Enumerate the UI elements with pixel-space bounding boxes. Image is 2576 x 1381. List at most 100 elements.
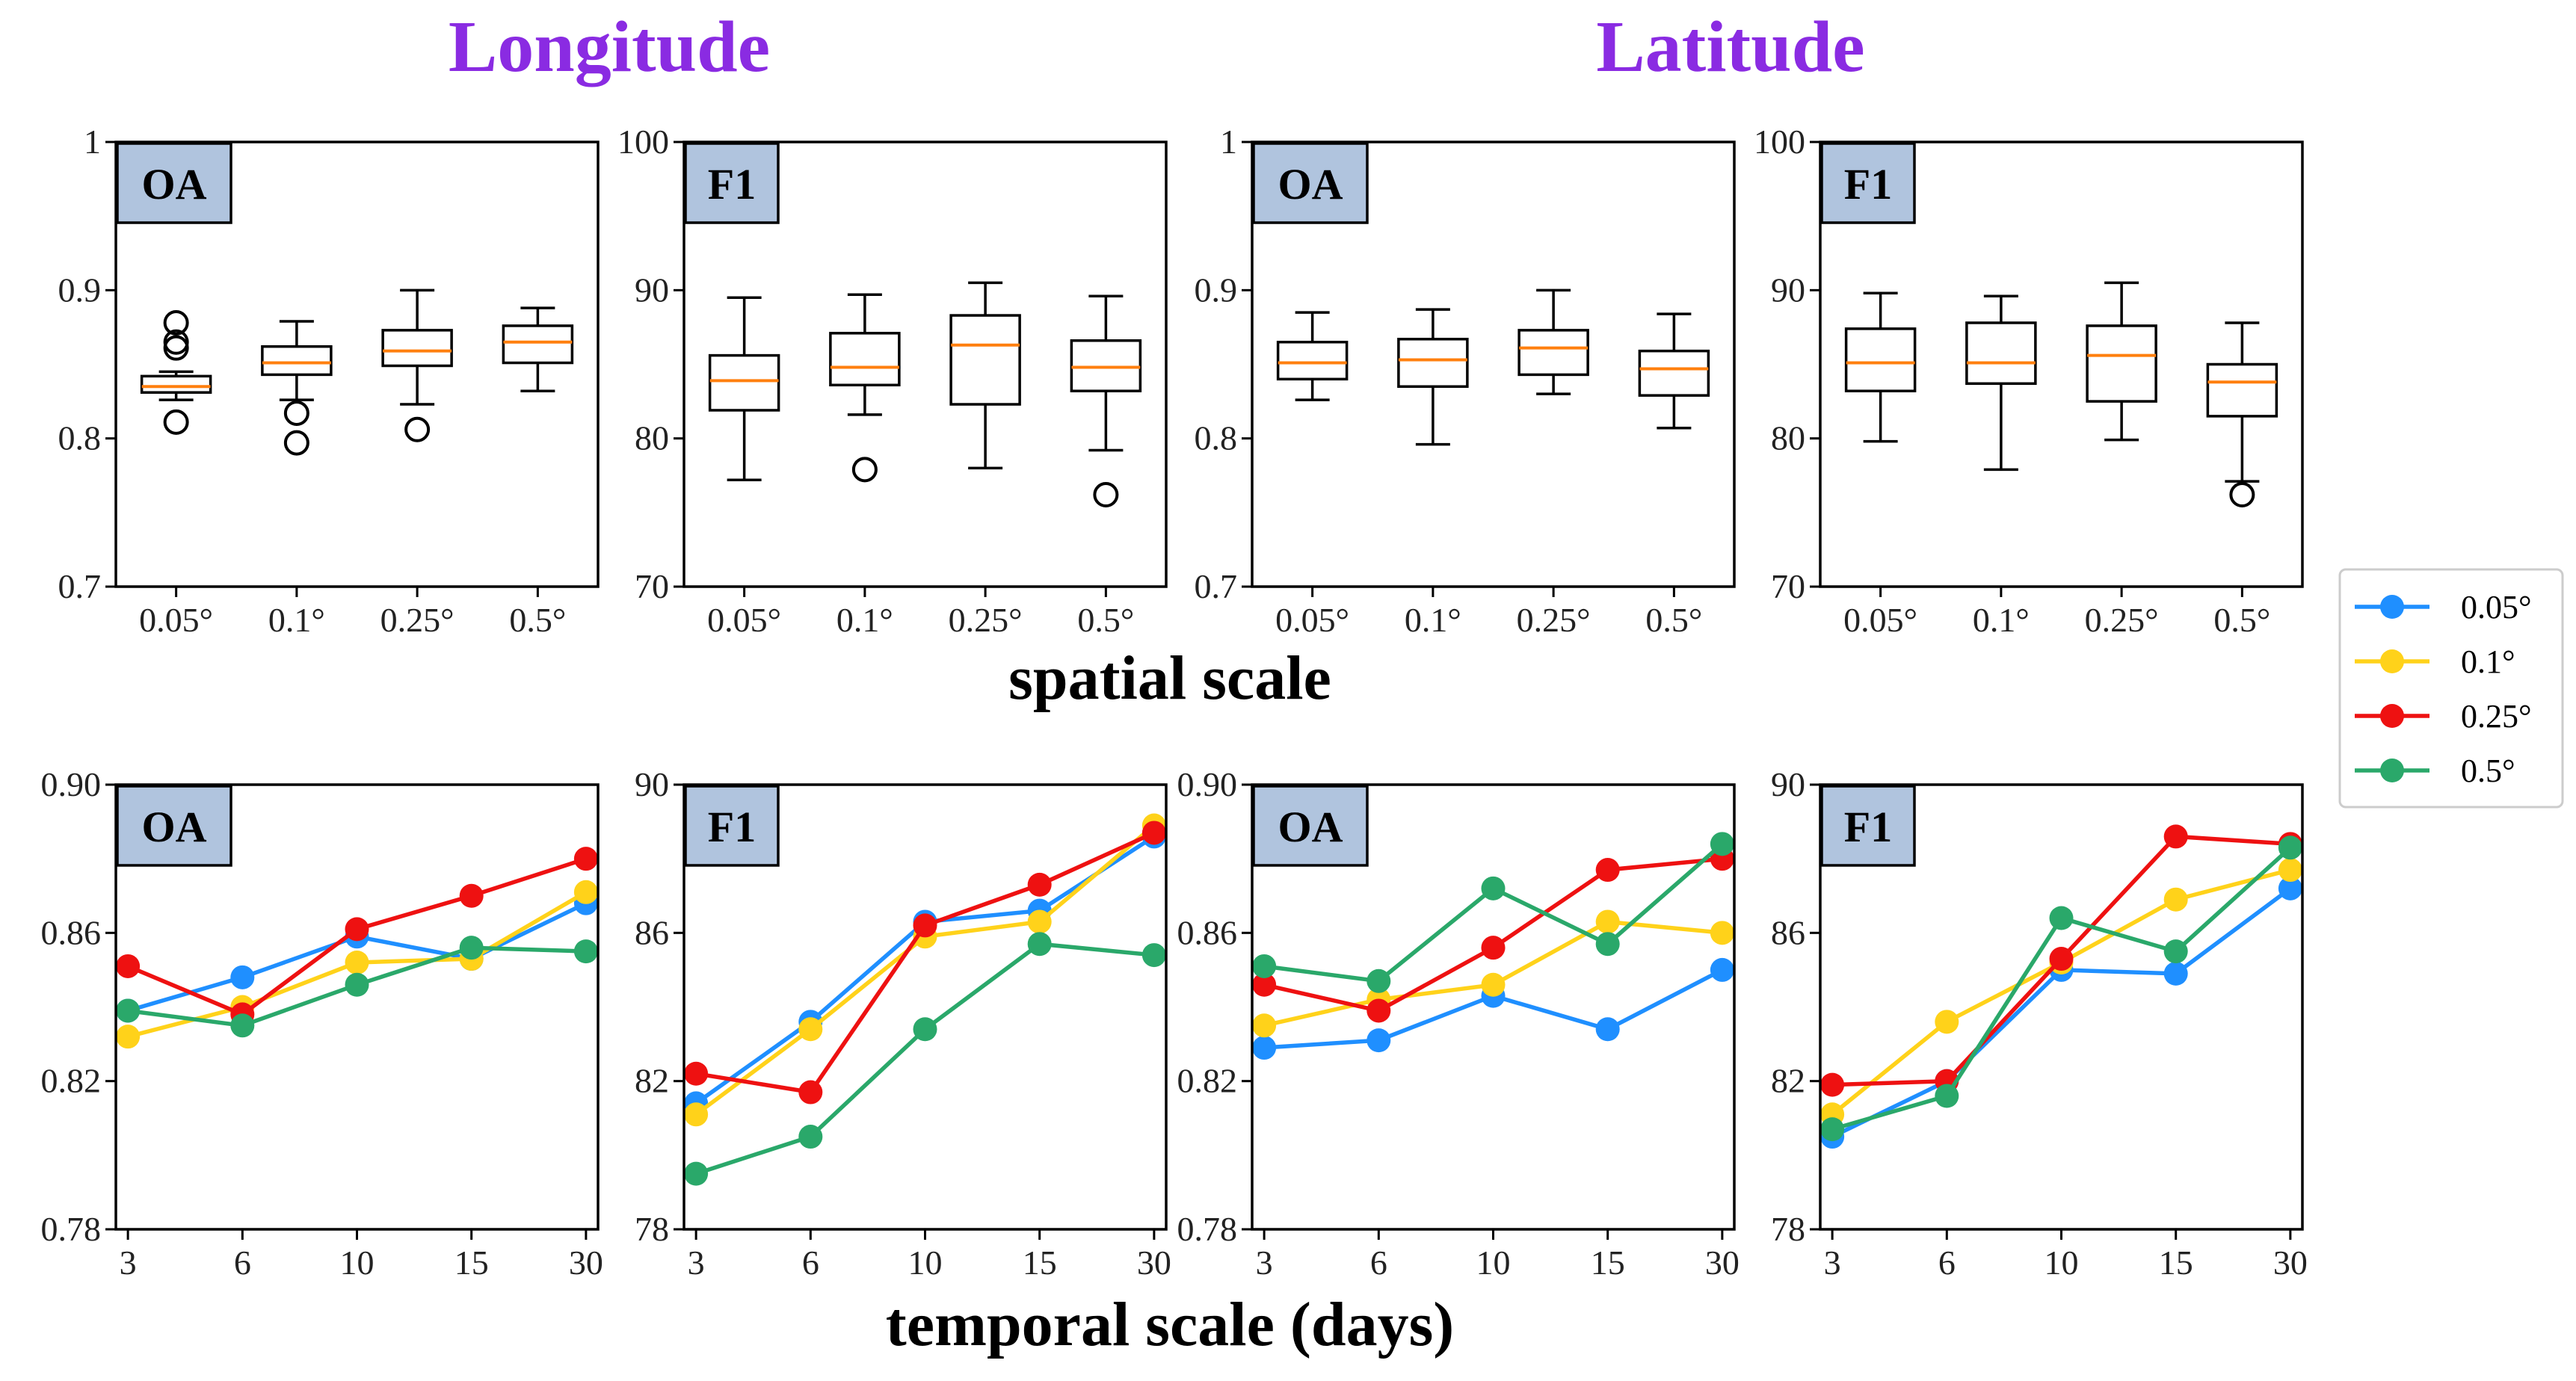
panel-label: F1 — [1820, 785, 1916, 867]
box-4 — [502, 306, 574, 392]
box-1 — [1276, 311, 1349, 401]
x-tick-label: 15 — [455, 1243, 489, 1282]
data-point — [798, 1125, 823, 1149]
x-tick-label: 6 — [1938, 1243, 1956, 1282]
data-point — [116, 998, 141, 1023]
panel-label: F1 — [684, 785, 780, 867]
data-point — [684, 1061, 709, 1086]
box-3 — [381, 288, 453, 442]
panel-label-box — [684, 785, 780, 867]
panel-longitude-oa-box: 0.7 0.8 0.9 1 0.05° 0.1° 0.25° 0.5° OA — [58, 123, 600, 639]
x-tick-label: 15 — [1591, 1243, 1625, 1282]
data-point — [1935, 1010, 1959, 1034]
data-point — [2163, 887, 2188, 912]
y-tick-label: 90 — [1771, 271, 1805, 309]
y-tick-label: 1 — [1220, 123, 1237, 161]
outlier-point — [2229, 482, 2255, 508]
data-point — [798, 1017, 823, 1042]
y-tick-label: 0.8 — [58, 419, 102, 457]
y-tick-label: 0.78 — [1177, 1210, 1238, 1248]
y-tick-label: 70 — [1771, 567, 1805, 605]
panel-label-box — [1252, 785, 1369, 867]
axes-frame — [1819, 783, 2304, 1231]
x-tick-label: 0.5° — [2213, 601, 2270, 639]
legend-label: 0.1° — [2461, 643, 2515, 680]
x-tick-label: 10 — [908, 1243, 943, 1282]
box-2 — [1397, 308, 1469, 446]
x-tick-label: 0.1° — [268, 601, 325, 639]
box-4 — [1070, 294, 1142, 508]
legend-marker — [2380, 595, 2404, 619]
legend-marker — [2380, 759, 2404, 782]
panel-longitude-f1-line: 78 82 86 90 3 6 10 15 30 F1 — [635, 765, 1171, 1282]
x-tick-label: 0.05° — [139, 601, 213, 639]
x-tick-label: 6 — [802, 1243, 819, 1282]
panel-label: OA — [116, 785, 232, 867]
box-body — [1844, 327, 1917, 392]
data-point — [116, 1025, 141, 1049]
x-tick-label: 0.05° — [1275, 601, 1349, 639]
box-body — [1397, 338, 1469, 388]
data-point — [1366, 998, 1391, 1023]
series-line — [694, 824, 1156, 1116]
data-point — [2049, 947, 2074, 971]
box-3 — [2086, 281, 2157, 442]
y-tick-label: 90 — [635, 271, 669, 309]
box-1 — [140, 309, 212, 435]
x-tick-label: 10 — [1476, 1243, 1511, 1282]
x-tick-label: 30 — [2273, 1243, 2308, 1282]
x-tick-label: 10 — [2045, 1243, 2079, 1282]
legend-label: 0.25° — [2461, 698, 2532, 735]
data-point — [684, 1161, 709, 1186]
axes-frame — [1251, 140, 1736, 588]
x-tick-label: 0.5° — [509, 601, 566, 639]
series-0.5deg — [1252, 832, 1734, 993]
box-2 — [1965, 294, 2037, 472]
y-tick-label: 82 — [1771, 1062, 1805, 1100]
panel-label-box — [1820, 785, 1916, 867]
panel-latitude-f1-box: 70 80 90 100 0.05° 0.1° 0.25° 0.5° F1 — [1754, 123, 2304, 639]
box-3 — [949, 281, 1021, 470]
panel-label-box — [116, 142, 232, 224]
panel-latitude-f1-line: 78 82 86 90 3 6 10 15 30 F1 — [1771, 765, 2308, 1282]
x-tick-label: 0.25° — [2085, 601, 2159, 639]
data-point — [1481, 936, 1506, 960]
panel-label-text: F1 — [708, 803, 756, 851]
panels: 0.7 0.8 0.9 1 0.05° 0.1° 0.25° 0.5° OA 70 80 90 100 0… — [41, 123, 2308, 1282]
data-point — [913, 913, 937, 938]
box-4 — [1638, 312, 1710, 430]
panel-label-box — [116, 785, 232, 867]
data-point — [2163, 961, 2188, 986]
data-point — [913, 1017, 937, 1042]
x-tick-label: 30 — [1705, 1243, 1740, 1282]
data-point — [345, 951, 369, 974]
box-body — [2206, 362, 2278, 418]
box-body — [1276, 341, 1349, 381]
box-body — [381, 329, 453, 368]
series-0.5deg — [116, 936, 598, 1038]
x-tick-label: 0.25° — [380, 601, 455, 639]
data-point — [1595, 909, 1620, 934]
panel-label-text: OA — [1278, 803, 1343, 851]
box-3 — [1517, 288, 1589, 395]
x-tick-label: 0.5° — [1645, 601, 1702, 639]
data-point — [1027, 909, 1052, 934]
panel-label-text: OA — [1278, 160, 1343, 208]
outlier-point — [1093, 482, 1119, 508]
x-tick-label: 6 — [1370, 1243, 1387, 1282]
title-longitude: Longitude — [449, 7, 770, 87]
panel-label: F1 — [684, 142, 780, 224]
legend-label: 0.05° — [2461, 589, 2532, 625]
y-tick-label: 82 — [635, 1062, 669, 1100]
panel-label-box — [684, 142, 780, 224]
y-tick-label: 90 — [1771, 765, 1805, 803]
panel-label: OA — [116, 142, 232, 224]
box-4 — [2206, 321, 2278, 508]
y-tick-label: 0.8 — [1195, 419, 1238, 457]
temporal-scale-label: temporal scale (days) — [886, 1290, 1455, 1359]
panel-label-text: OA — [142, 160, 207, 208]
legend-entry: 0.1° — [2355, 643, 2515, 680]
series-0.5deg — [1820, 835, 2302, 1142]
box-body — [829, 332, 901, 387]
x-tick-label: 30 — [1137, 1243, 1171, 1282]
